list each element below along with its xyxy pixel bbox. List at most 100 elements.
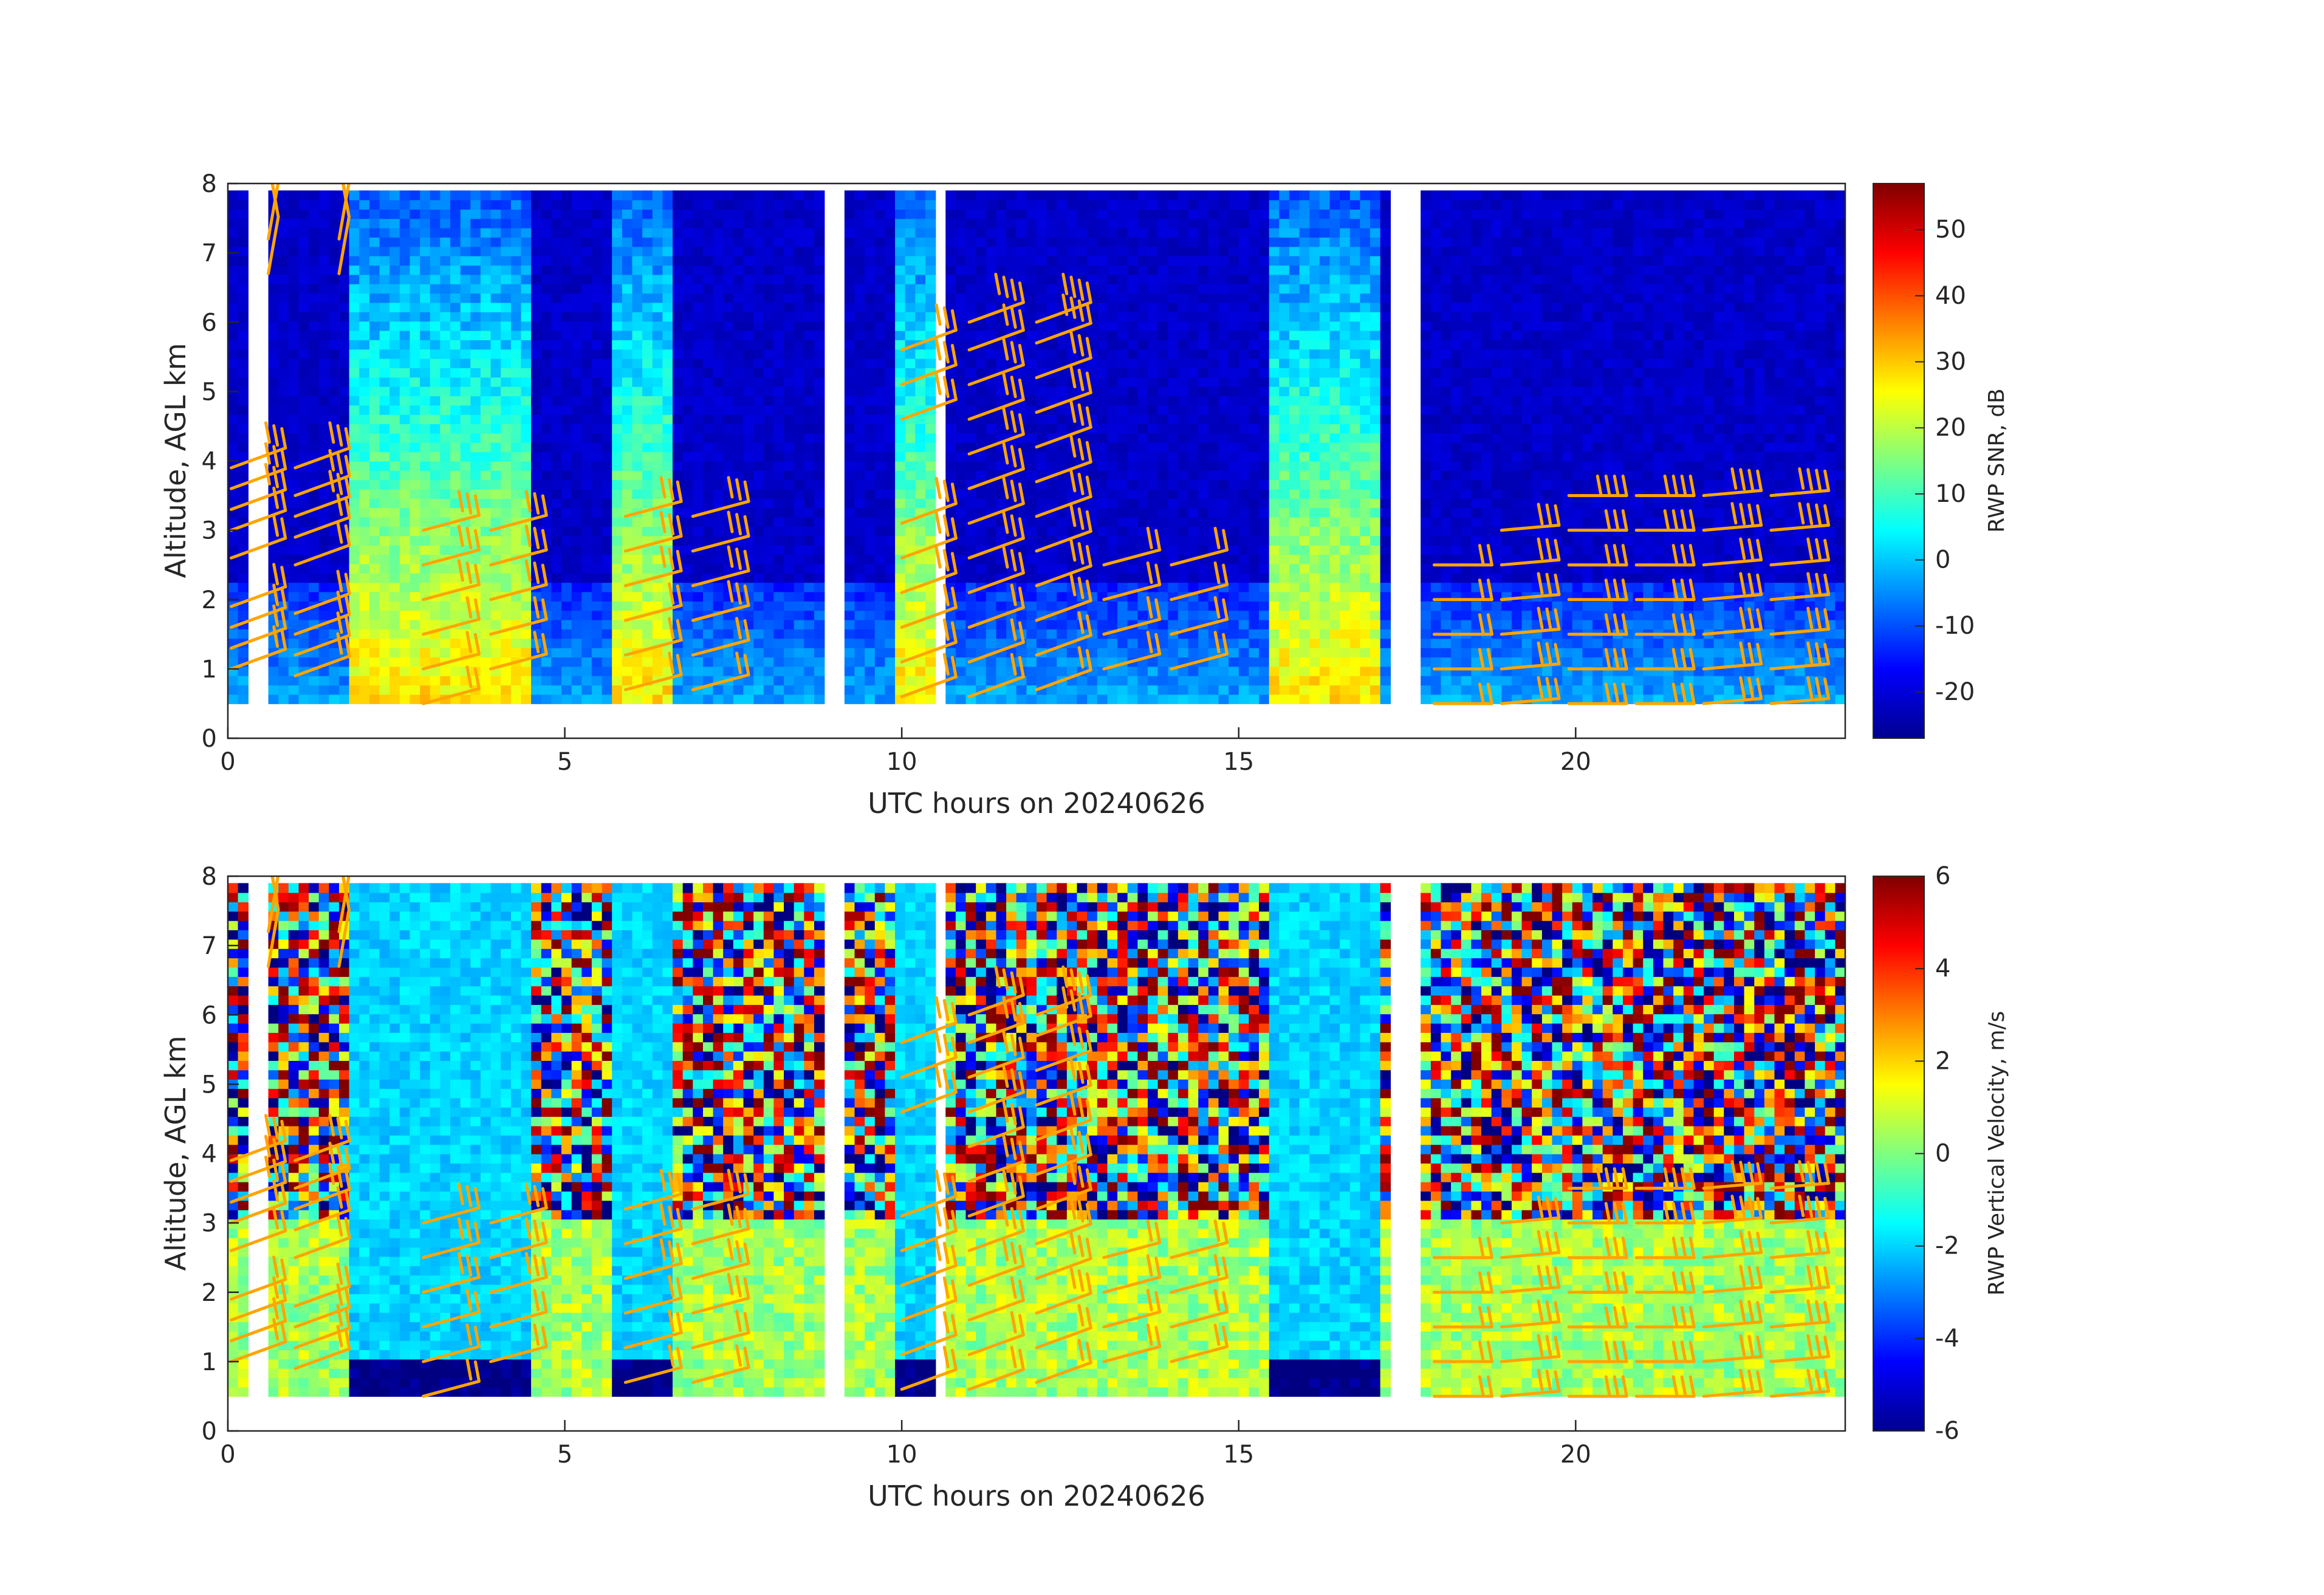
heatmap-cell bbox=[976, 629, 987, 639]
heatmap-cell bbox=[531, 274, 542, 284]
heatmap-cell bbox=[531, 227, 542, 238]
heatmap-cell bbox=[1157, 265, 1168, 275]
heatmap-cell bbox=[1168, 190, 1179, 201]
heatmap-cell bbox=[410, 535, 420, 546]
heatmap-cell bbox=[430, 638, 441, 648]
heatmap-cell bbox=[460, 554, 471, 564]
heatmap-cell bbox=[490, 218, 501, 228]
heatmap-cell bbox=[814, 190, 825, 201]
heatmap-cell bbox=[612, 563, 623, 574]
heatmap-cell bbox=[581, 321, 592, 331]
heatmap-cell bbox=[490, 675, 501, 686]
heatmap-cell bbox=[521, 610, 532, 620]
heatmap-cell bbox=[1177, 666, 1189, 676]
heatmap-cell bbox=[359, 414, 370, 425]
heatmap-cell bbox=[480, 284, 492, 294]
heatmap-cell bbox=[703, 284, 714, 294]
heatmap-cell bbox=[551, 284, 562, 294]
heatmap-cell bbox=[410, 321, 420, 331]
heatmap-cell bbox=[784, 591, 795, 602]
heatmap-cell bbox=[268, 330, 279, 340]
heatmap-cell bbox=[561, 601, 572, 611]
heatmap-cell bbox=[905, 209, 916, 219]
heatmap-cell bbox=[1026, 657, 1037, 667]
heatmap-cell bbox=[703, 255, 714, 266]
heatmap-cell bbox=[298, 442, 309, 453]
heatmap-cell bbox=[298, 638, 309, 648]
heatmap-cell bbox=[814, 340, 825, 350]
heatmap-cell bbox=[1026, 209, 1037, 219]
heatmap-cell bbox=[389, 218, 400, 228]
heatmap-cell bbox=[703, 451, 714, 462]
heatmap-cell bbox=[895, 227, 906, 238]
heatmap-cell bbox=[1037, 591, 1047, 602]
heatmap-cell bbox=[915, 498, 926, 509]
heatmap-cell bbox=[784, 657, 795, 667]
heatmap-cell bbox=[420, 498, 431, 509]
heatmap-cell bbox=[1097, 470, 1108, 481]
heatmap-cell bbox=[309, 414, 320, 425]
heatmap-cell bbox=[985, 293, 997, 303]
heatmap-cell bbox=[642, 340, 653, 350]
heatmap-cell bbox=[784, 209, 795, 219]
heatmap-cell bbox=[854, 489, 865, 499]
heatmap-cell bbox=[329, 255, 340, 266]
heatmap-cell bbox=[703, 209, 714, 219]
heatmap-cell bbox=[238, 349, 249, 359]
heatmap-cell bbox=[1137, 377, 1148, 387]
heatmap-cell bbox=[885, 554, 896, 564]
heatmap-cell bbox=[1168, 582, 1179, 592]
heatmap-cell bbox=[298, 498, 309, 509]
heatmap-cell bbox=[561, 349, 572, 359]
heatmap-cell bbox=[501, 209, 512, 219]
heatmap-cell bbox=[430, 479, 441, 490]
heatmap-cell bbox=[410, 246, 420, 256]
heatmap-cell bbox=[561, 535, 572, 546]
heatmap-cell bbox=[1097, 442, 1108, 453]
heatmap-cell bbox=[389, 227, 400, 238]
heatmap-cell bbox=[662, 386, 673, 397]
heatmap-cell bbox=[1168, 451, 1179, 462]
heatmap-cell bbox=[1006, 265, 1017, 275]
heatmap-cell bbox=[1097, 489, 1108, 499]
heatmap-cell bbox=[278, 255, 289, 266]
heatmap-cell bbox=[703, 516, 714, 527]
heatmap-cell bbox=[238, 610, 249, 620]
heatmap-cell bbox=[460, 433, 471, 443]
heatmap-cell bbox=[885, 265, 896, 275]
heatmap-cell bbox=[268, 414, 279, 425]
heatmap-cell bbox=[349, 340, 360, 350]
heatmap-cell bbox=[713, 619, 724, 629]
heatmap-cell bbox=[551, 498, 562, 509]
heatmap-cell bbox=[571, 647, 583, 657]
heatmap-cell bbox=[743, 386, 754, 397]
heatmap-cell bbox=[885, 516, 896, 527]
heatmap-cell bbox=[955, 358, 967, 368]
heatmap-cell bbox=[359, 349, 370, 359]
heatmap-cell bbox=[1188, 601, 1199, 611]
heatmap-cell bbox=[470, 424, 481, 434]
heatmap-cell bbox=[1107, 489, 1118, 499]
heatmap-cell bbox=[1037, 554, 1047, 564]
heatmap-cell bbox=[865, 284, 876, 294]
heatmap-cell bbox=[551, 479, 562, 490]
heatmap-cell bbox=[501, 227, 512, 238]
heatmap-cell bbox=[1057, 657, 1068, 667]
heatmap-cell bbox=[844, 302, 855, 312]
heatmap-cell bbox=[773, 507, 784, 518]
heatmap-cell bbox=[1188, 451, 1199, 462]
heatmap-cell bbox=[985, 694, 997, 704]
heatmap-cell bbox=[784, 544, 795, 555]
heatmap-cell bbox=[874, 358, 886, 368]
heatmap-cell bbox=[763, 340, 775, 350]
heatmap-cell bbox=[1046, 526, 1057, 537]
heatmap-cell bbox=[804, 255, 815, 266]
heatmap-cell bbox=[642, 461, 653, 471]
heatmap-cell bbox=[955, 544, 967, 555]
heatmap-cell bbox=[379, 349, 390, 359]
heatmap-cell bbox=[1188, 414, 1199, 425]
heatmap-cell bbox=[652, 685, 663, 695]
heatmap-cell bbox=[723, 358, 734, 368]
heatmap-cell bbox=[1127, 405, 1139, 415]
heatmap-cell bbox=[965, 647, 976, 657]
